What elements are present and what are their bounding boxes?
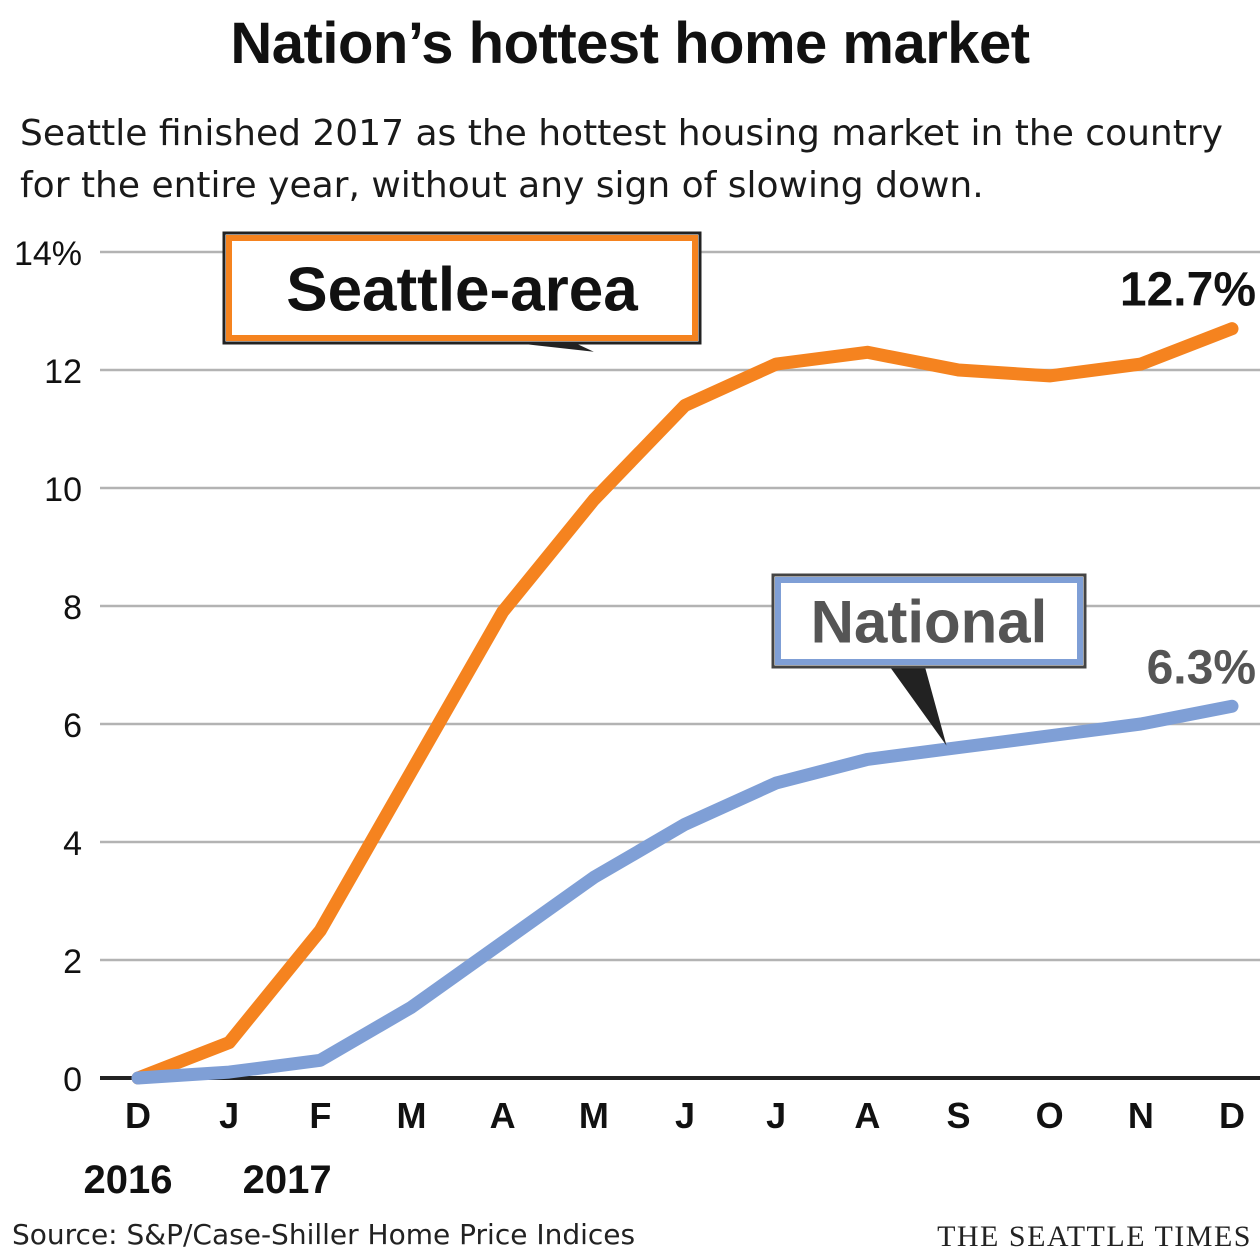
callout-label: National: [811, 589, 1048, 656]
x-tick-label: J: [219, 1095, 239, 1136]
end-value-label: 6.3%: [1147, 641, 1256, 694]
line-chart: 0 2 4 6 8 10 12 14% D J F M A M J J A S O N D 2016 2017 12.7% 6.…: [0, 0, 1260, 1260]
y-tick-label: 8: [63, 589, 82, 627]
year-label: 2016: [84, 1158, 173, 1202]
publisher-logo: THE SEATTLE TIMES: [937, 1220, 1252, 1254]
x-tick-label: M: [579, 1095, 609, 1136]
x-tick-label: N: [1128, 1095, 1154, 1136]
series-line-seattle-area: [138, 329, 1232, 1078]
y-tick-label: 12: [44, 353, 82, 391]
x-tick-label: A: [490, 1095, 516, 1136]
y-tick-label: 2: [63, 943, 82, 981]
callout-pointer: [890, 667, 947, 746]
y-tick-label: 0: [63, 1061, 82, 1099]
x-tick-label: F: [309, 1095, 331, 1136]
y-tick-label: 10: [44, 471, 82, 509]
x-tick-label: J: [766, 1095, 786, 1136]
callout-label: Seattle-area: [286, 255, 638, 324]
x-tick-label: J: [675, 1095, 695, 1136]
y-tick-label: 6: [63, 707, 82, 745]
x-tick-label: S: [946, 1095, 970, 1136]
chart-stage: Nation’s hottest home market Seattle fin…: [0, 0, 1260, 1260]
x-tick-label: A: [854, 1095, 880, 1136]
end-value-label: 12.7%: [1120, 264, 1256, 317]
x-tick-label: O: [1036, 1095, 1064, 1136]
source-note: Source: S&P/Case-Shiller Home Price Indi…: [12, 1218, 635, 1251]
x-tick-label: D: [125, 1095, 151, 1136]
y-tick-label: 4: [63, 825, 82, 863]
series-line-national: [138, 706, 1232, 1078]
y-tick-label: 14%: [14, 235, 82, 273]
x-tick-label: D: [1219, 1095, 1245, 1136]
x-tick-label: M: [397, 1095, 427, 1136]
year-label: 2017: [243, 1158, 332, 1202]
